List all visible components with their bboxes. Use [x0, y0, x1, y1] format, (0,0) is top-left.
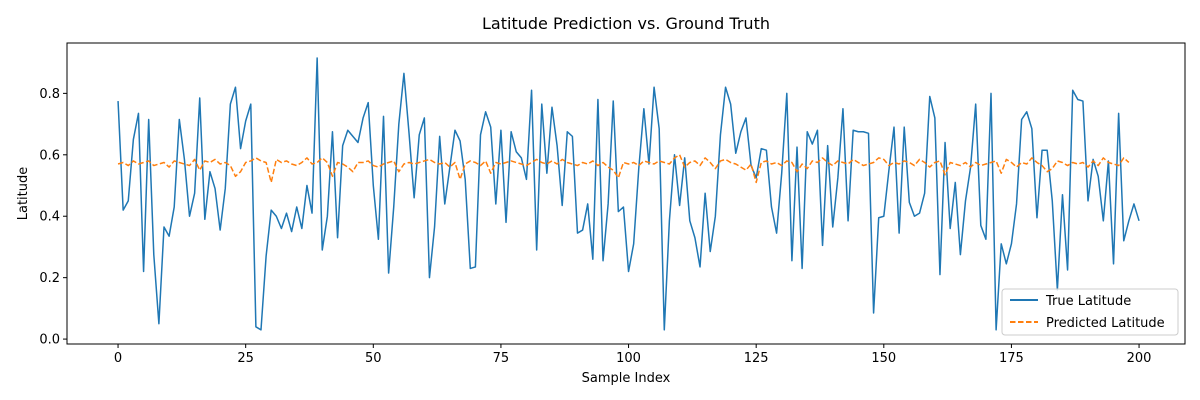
- x-tick-label: 200: [1127, 351, 1152, 366]
- series-line-predicted-latitude: [117, 154, 1130, 184]
- x-tick-label: 50: [365, 351, 382, 366]
- y-tick-label: 0.6: [39, 148, 60, 163]
- y-tick-label: 0.8: [39, 87, 60, 102]
- legend: True Latitude Predicted Latitude: [1001, 288, 1179, 336]
- x-tick-label: 150: [871, 351, 896, 366]
- x-tick-label: 125: [744, 351, 769, 366]
- chart-title: Latitude Prediction vs. Ground Truth: [482, 14, 770, 33]
- x-tick-label: 25: [237, 351, 254, 366]
- legend-label-true-latitude: True Latitude: [1045, 294, 1131, 309]
- x-tick-label: 0: [114, 351, 122, 366]
- x-tick-label: 75: [493, 351, 510, 366]
- legend-label-predicted-latitude: Predicted Latitude: [1046, 316, 1165, 331]
- x-tick-label: 175: [999, 351, 1024, 366]
- x-axis-ticks: 0 25 50 75 100 125 150 175 200: [114, 344, 1152, 366]
- y-tick-label: 0.4: [39, 210, 60, 225]
- y-tick-label: 0.0: [39, 333, 60, 348]
- x-axis-label: Sample Index: [582, 371, 671, 386]
- x-tick-label: 100: [616, 351, 641, 366]
- y-axis-ticks: 0.0 0.2 0.4 0.6 0.8: [39, 87, 67, 348]
- plot-area: [117, 57, 1140, 331]
- series-line-true-latitude: [117, 57, 1140, 331]
- y-tick-label: 0.2: [39, 271, 60, 286]
- legend-box: [1001, 288, 1179, 336]
- axes-frame: [66, 42, 1186, 345]
- y-axis-label: Latitude: [16, 167, 31, 221]
